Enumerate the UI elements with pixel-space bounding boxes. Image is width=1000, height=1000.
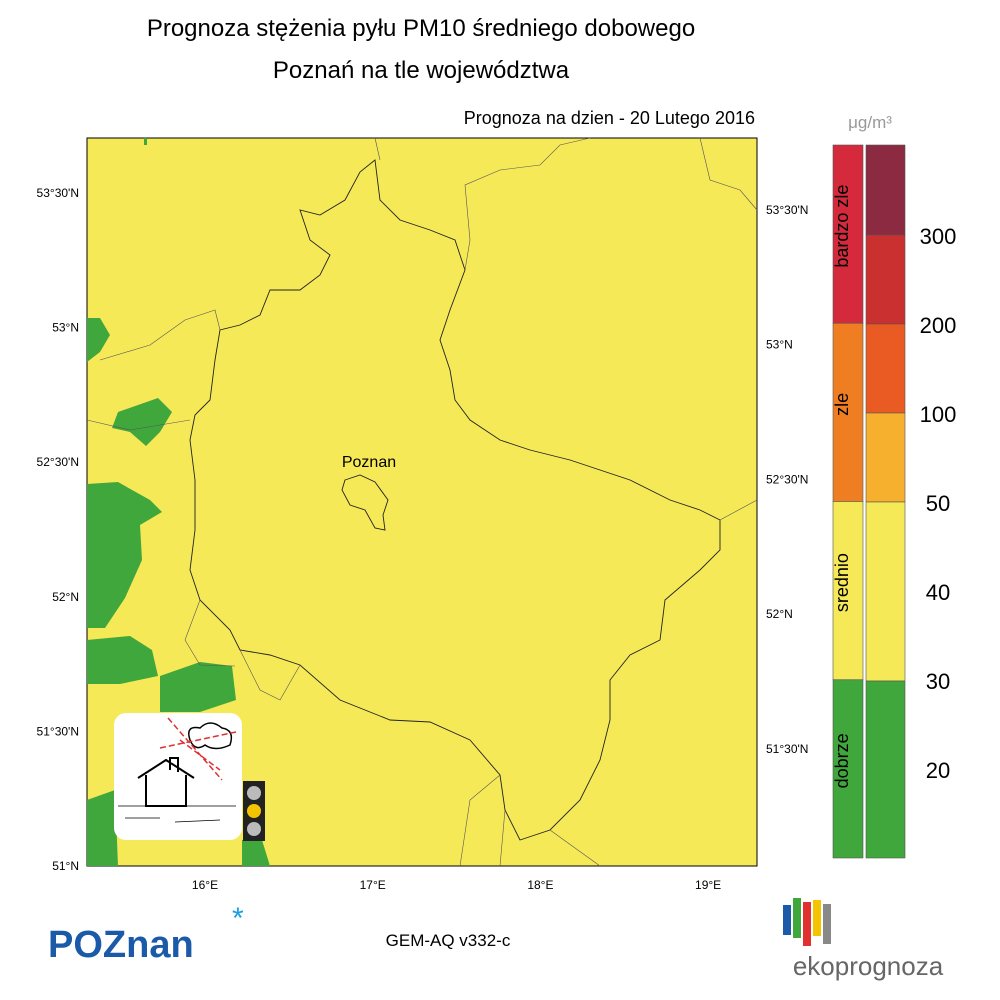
date-line: Prognoza na dzien - 20 Lutego 2016 bbox=[464, 108, 755, 128]
icon bbox=[114, 713, 265, 841]
legend-class bbox=[832, 322, 864, 502]
lon-label: 18°E bbox=[527, 878, 553, 892]
legend-swatch bbox=[865, 144, 906, 236]
legend-swatch bbox=[865, 680, 906, 859]
other-borders bbox=[86, 137, 758, 867]
lat-label: 52°30'N bbox=[766, 472, 808, 486]
lat-label: 53°30'N bbox=[37, 186, 79, 200]
lat-label: 53°N bbox=[766, 338, 793, 352]
city-label: Poznan bbox=[342, 454, 396, 471]
logo-ekoprognoza: ekoprognoza bbox=[793, 951, 944, 981]
lat-label: 53°30'N bbox=[766, 203, 808, 217]
legend-class-label: bardzo zle bbox=[832, 185, 852, 268]
legend-unit: μg/m³ bbox=[848, 113, 892, 132]
legend: bardzo zle zle srednio dobrze 300 200 100 50 40 3… bbox=[832, 144, 957, 859]
legend-swatch bbox=[865, 323, 906, 414]
lat-label: 52°N bbox=[766, 607, 793, 621]
logo-star: * bbox=[232, 902, 244, 935]
model-label: GEM-AQ v332-c bbox=[386, 931, 511, 950]
legend-level: 40 bbox=[926, 580, 950, 605]
legend-class bbox=[832, 679, 864, 859]
legend-level: 100 bbox=[920, 402, 957, 427]
legend-class-label: zle bbox=[832, 393, 852, 416]
legend-level: 200 bbox=[920, 313, 957, 338]
legend-level: 300 bbox=[920, 224, 957, 249]
legend-class-label: dobrze bbox=[832, 733, 852, 788]
city-border bbox=[341, 474, 389, 531]
legend-swatch bbox=[865, 234, 906, 325]
logo-eko-bars bbox=[783, 898, 831, 946]
logo-poznan: POZnan bbox=[48, 924, 194, 966]
lon-label: 19°E bbox=[695, 878, 721, 892]
legend-level: 20 bbox=[926, 758, 950, 783]
legend-level: 30 bbox=[926, 669, 950, 694]
subtitle: Poznań na tle województwa bbox=[273, 57, 570, 84]
map: Poznan 53°30'N 53°N 52°30'N 52°N 51°30'N 51°N… bbox=[37, 137, 808, 892]
lat-label: 52°30'N bbox=[37, 455, 79, 469]
legend-class bbox=[832, 144, 864, 324]
legend-class bbox=[832, 501, 864, 681]
lat-label: 51°30'N bbox=[766, 742, 808, 756]
legend-level: 50 bbox=[926, 491, 950, 516]
legend-swatch bbox=[865, 501, 906, 682]
lat-label: 51°N bbox=[52, 859, 79, 873]
lon-label: 16°E bbox=[192, 878, 218, 892]
green-areas bbox=[87, 138, 270, 866]
legend-swatch bbox=[865, 412, 906, 503]
title: Prognoza stężenia pyłu PM10 średniego do… bbox=[147, 15, 695, 42]
legend-class-label: srednio bbox=[832, 553, 852, 612]
lat-label: 53°N bbox=[52, 321, 79, 335]
lat-label: 52°N bbox=[52, 590, 79, 604]
lon-label: 17°E bbox=[360, 878, 386, 892]
lat-label: 51°30'N bbox=[37, 724, 79, 738]
